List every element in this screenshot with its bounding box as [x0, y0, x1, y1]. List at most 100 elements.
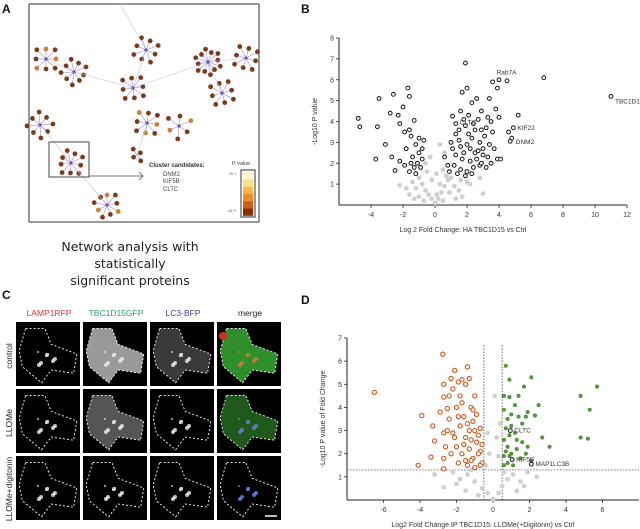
data-point	[403, 146, 409, 152]
data-point	[532, 413, 538, 418]
micrograph-image	[18, 327, 78, 384]
data-point	[407, 192, 412, 197]
data-point	[482, 133, 488, 139]
network-cluster	[33, 46, 59, 72]
data-point	[400, 104, 406, 110]
data-point	[485, 430, 490, 436]
data-point	[471, 165, 476, 170]
micrograph-image	[85, 327, 145, 384]
network-node	[152, 51, 158, 57]
puncta	[238, 485, 240, 487]
network-node	[68, 56, 74, 62]
data-point	[507, 377, 512, 382]
puncta	[238, 351, 240, 353]
network-node	[167, 127, 173, 133]
network-node	[232, 61, 237, 67]
puncta	[106, 361, 110, 365]
network-node	[199, 52, 204, 57]
network-node	[52, 65, 58, 71]
data-point	[578, 435, 583, 440]
puncta	[248, 353, 250, 355]
data-point	[457, 393, 463, 399]
data-point	[387, 110, 393, 116]
network-node	[131, 52, 137, 57]
data-point	[443, 173, 449, 179]
data-point	[440, 167, 446, 172]
puncta	[120, 491, 124, 495]
network-edge	[132, 49, 147, 89]
puncta	[120, 424, 124, 428]
network-node	[230, 96, 236, 102]
network-node	[138, 158, 144, 164]
network-node	[152, 131, 158, 136]
network-node	[43, 46, 49, 52]
point-annotation: KIF22	[517, 125, 535, 132]
panel-a-letter: A	[2, 2, 11, 16]
network-node	[38, 135, 44, 141]
network-node	[209, 93, 215, 99]
network-node	[115, 209, 121, 214]
data-point	[514, 488, 520, 494]
data-point	[408, 133, 414, 139]
network-node	[64, 76, 70, 82]
data-point	[405, 85, 411, 91]
data-point	[450, 113, 456, 119]
data-point	[466, 131, 472, 137]
network-node	[166, 116, 171, 121]
data-point	[415, 462, 421, 468]
data-point	[523, 451, 528, 456]
network-node	[53, 56, 59, 62]
data-point	[453, 131, 459, 137]
data-point	[474, 96, 480, 101]
network-cluster	[232, 44, 260, 72]
data-point	[496, 490, 501, 496]
data-point	[507, 138, 513, 144]
network-node	[58, 70, 64, 76]
puncta	[173, 361, 177, 365]
puncta	[120, 357, 124, 361]
cluster-gene: DNM2	[163, 172, 181, 178]
data-point	[441, 484, 447, 490]
data-point	[578, 393, 583, 398]
data-point	[461, 441, 467, 448]
data-point	[470, 407, 476, 413]
network-node	[146, 110, 151, 116]
panel-d-letter: D	[301, 293, 310, 307]
x-tick-label: -2	[400, 212, 406, 219]
network-node	[202, 69, 208, 74]
data-point	[444, 427, 451, 434]
network-node	[76, 170, 82, 176]
data-point	[453, 444, 460, 450]
y-tick-label: 2	[338, 451, 342, 458]
x-tick-label: 10	[591, 212, 599, 219]
network-node	[131, 154, 137, 160]
data-point	[407, 94, 412, 99]
network-edge	[39, 124, 72, 164]
data-point	[501, 407, 506, 412]
data-point	[507, 453, 512, 459]
data-point	[608, 94, 614, 99]
network-node	[107, 212, 113, 217]
data-point	[479, 108, 484, 114]
network-node	[81, 72, 86, 78]
data-point	[447, 190, 452, 195]
data-point	[450, 430, 456, 436]
data-point	[439, 190, 444, 195]
micrograph-cell	[217, 456, 281, 520]
micrograph-image	[18, 394, 78, 451]
data-point	[485, 114, 491, 120]
data-point	[476, 492, 481, 498]
data-point	[440, 198, 446, 204]
micrograph-cell	[83, 322, 147, 386]
micrograph-cell	[217, 322, 281, 386]
data-point	[451, 183, 457, 189]
data-point	[371, 389, 378, 396]
legend-swatch	[243, 179, 253, 187]
data-point	[431, 438, 438, 444]
network-edge	[45, 58, 75, 73]
network-hub	[38, 123, 42, 127]
data-point	[472, 464, 478, 471]
data-point	[487, 96, 492, 101]
micrograph-cell	[150, 456, 214, 520]
network-node	[155, 43, 161, 48]
